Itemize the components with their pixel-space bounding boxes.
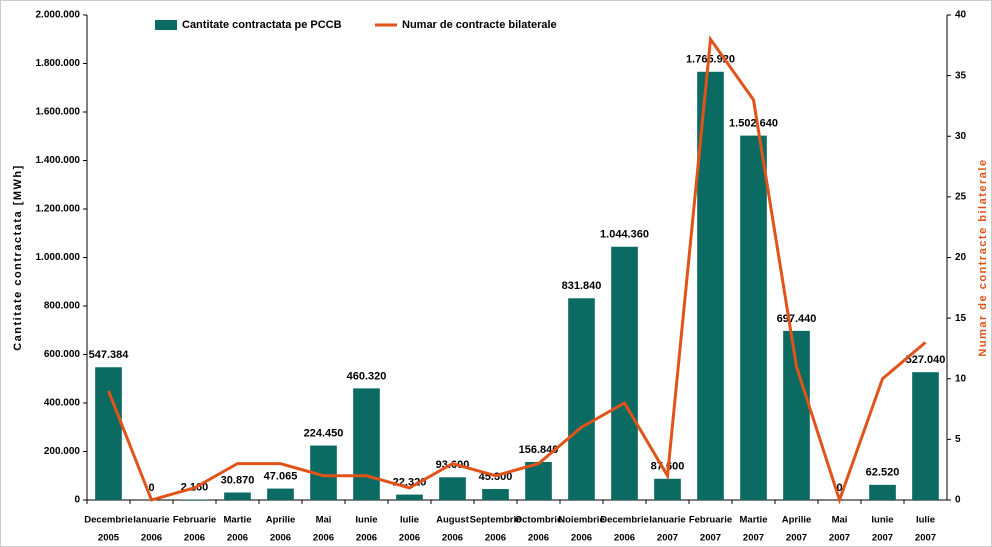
y2-tick-label: 20 [955, 252, 967, 263]
x-tick-label: August [436, 515, 470, 526]
y-tick-label: 1.800.000 [36, 58, 81, 69]
x-tick-label: 2006 [141, 533, 162, 544]
bar [396, 494, 423, 500]
bar [611, 246, 638, 500]
x-tick-label: 2007 [872, 533, 893, 544]
x-tick-label: 2007 [915, 533, 936, 544]
bar [568, 298, 595, 500]
bar [869, 484, 896, 500]
x-tick-label: 2006 [614, 533, 635, 544]
data-label: 547.384 [89, 349, 130, 361]
x-tick-label: Martie [224, 515, 252, 526]
x-tick-label: 2007 [786, 533, 807, 544]
y-tick-label: 1.600.000 [36, 107, 81, 118]
y2-tick-label: 0 [955, 495, 961, 506]
data-label: 1.044.360 [600, 229, 649, 241]
x-tick-label: Februarie [689, 515, 732, 526]
x-tick-label: 2006 [399, 533, 420, 544]
y-tick-label: 1.200.000 [36, 204, 81, 215]
y2-axis-title: Numar de contracte bilaterale [977, 158, 989, 356]
data-label: 460.320 [347, 370, 387, 382]
x-tick-label: 2006 [485, 533, 506, 544]
x-tick-label: 2007 [829, 533, 850, 544]
bar [439, 477, 466, 500]
y-tick-label: 0 [74, 495, 80, 506]
x-tick-label: 2007 [657, 533, 678, 544]
x-tick-label: 2006 [270, 533, 291, 544]
y-tick-label: 600.000 [44, 349, 81, 360]
x-tick-label: Iulie [400, 515, 419, 526]
x-tick-label: Mai [832, 515, 848, 526]
x-tick-label: Aprilie [266, 515, 296, 526]
data-label: 30.870 [221, 474, 255, 486]
x-tick-label: 2006 [227, 533, 248, 544]
data-label: 0 [148, 482, 154, 494]
x-tick-label: 2006 [528, 533, 549, 544]
y-tick-label: 1.400.000 [36, 155, 81, 166]
x-tick-label: 2006 [571, 533, 592, 544]
bar [95, 367, 122, 500]
x-tick-label: Ianuarie [649, 515, 685, 526]
y2-tick-label: 40 [955, 10, 967, 21]
y2-tick-label: 30 [955, 131, 967, 142]
bar [783, 330, 810, 500]
x-tick-label: Decembrie [600, 515, 649, 526]
x-tick-label: 2006 [356, 533, 377, 544]
x-tick-label: 2005 [98, 533, 120, 544]
y-tick-label: 1.000.000 [36, 252, 81, 263]
data-label: 224.450 [304, 427, 344, 439]
y-tick-label: 400.000 [44, 398, 81, 409]
data-label: 697.440 [777, 313, 817, 325]
bar [654, 478, 681, 500]
x-tick-label: 2007 [700, 533, 721, 544]
bar [267, 488, 294, 500]
y2-tick-label: 35 [955, 70, 967, 81]
bar [912, 372, 939, 500]
x-tick-label: Iunie [355, 515, 377, 526]
x-tick-label: 2007 [743, 533, 764, 544]
data-label: 62.520 [866, 467, 900, 479]
y2-tick-label: 5 [955, 434, 961, 445]
x-tick-label: Iulie [916, 515, 935, 526]
y2-tick-label: 10 [955, 373, 967, 384]
x-tick-label: Aprilie [782, 515, 812, 526]
legend-swatch [155, 20, 177, 30]
data-label: 831.840 [562, 280, 602, 292]
y-tick-label: 200.000 [44, 446, 81, 457]
x-tick-label: Iunie [871, 515, 893, 526]
x-tick-label: 2006 [313, 533, 334, 544]
x-tick-label: Martie [740, 515, 768, 526]
bar [525, 461, 552, 500]
x-tick-label: Mai [316, 515, 332, 526]
data-label: 0 [836, 482, 842, 494]
data-label: 156.840 [519, 444, 559, 456]
data-label: 47.065 [264, 470, 298, 482]
x-tick-label: 2006 [442, 533, 463, 544]
y-tick-label: 2.000.000 [36, 10, 81, 21]
x-tick-label: Februarie [173, 515, 216, 526]
y-tick-label: 800.000 [44, 301, 81, 312]
x-tick-label: Ianuarie [133, 515, 169, 526]
y2-tick-label: 25 [955, 192, 967, 203]
x-tick-label: 2006 [184, 533, 205, 544]
x-tick-label: Octombrie [515, 515, 563, 526]
x-tick-label: Decembrie [84, 515, 133, 526]
bar [353, 388, 380, 500]
bar [181, 499, 208, 500]
line [107, 35, 927, 505]
data-label: 527.040 [906, 354, 946, 366]
bar [740, 135, 767, 500]
x-tick-label: Septembrie [470, 515, 522, 526]
y-axis-title: Cantitate contractata [MWh] [12, 164, 24, 351]
legend-label: Cantitate contractata pe PCCB [182, 19, 342, 31]
bar [482, 489, 509, 500]
data-label: 1.502.640 [729, 118, 778, 130]
legend-label: Numar de contracte bilaterale [402, 19, 557, 31]
bar [224, 492, 251, 500]
x-tick-label: Noiembrie [558, 515, 604, 526]
y2-tick-label: 15 [955, 313, 967, 324]
